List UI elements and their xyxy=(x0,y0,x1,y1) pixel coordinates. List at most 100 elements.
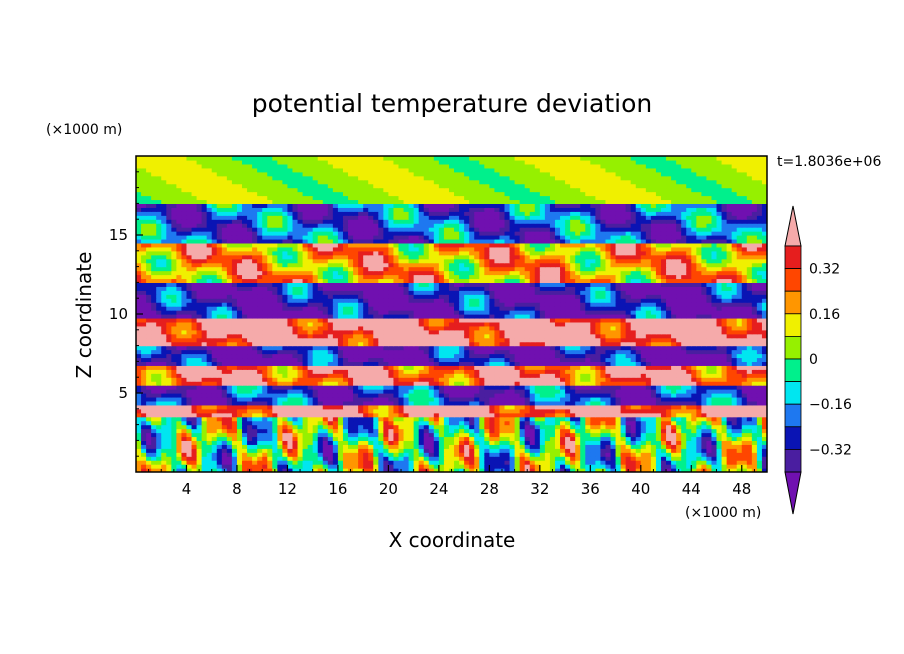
heatmap-cell xyxy=(741,424,748,430)
heatmap-cell xyxy=(595,396,602,402)
heatmap-cell xyxy=(686,416,692,422)
heatmap-cell xyxy=(454,428,460,434)
heatmap-cell xyxy=(393,357,400,362)
heatmap-cell xyxy=(600,345,607,351)
heatmap-cell xyxy=(327,432,334,438)
heatmap-cell xyxy=(368,389,374,394)
heatmap-cell xyxy=(433,464,440,469)
heatmap-cell xyxy=(353,464,359,469)
heatmap-cell xyxy=(756,381,763,386)
heatmap-cell xyxy=(206,468,213,472)
heatmap-cell xyxy=(529,325,536,331)
heatmap-cell xyxy=(560,385,566,390)
heatmap-cell xyxy=(691,349,697,355)
heatmap-cell xyxy=(494,468,501,472)
heatmap-cell xyxy=(201,460,208,465)
heatmap-cell xyxy=(575,357,581,362)
heatmap-cell xyxy=(751,377,758,382)
heatmap-cell xyxy=(736,424,743,430)
heatmap-cell xyxy=(342,381,349,386)
heatmap-cell xyxy=(236,377,243,382)
heatmap-cell xyxy=(226,381,233,386)
heatmap-cell xyxy=(514,436,521,441)
heatmap-cell xyxy=(403,393,410,398)
heatmap-cell xyxy=(231,400,238,406)
heatmap-cell xyxy=(454,321,460,327)
heatmap-cell xyxy=(640,314,647,319)
heatmap-cell xyxy=(171,420,177,426)
heatmap-cell xyxy=(201,424,208,430)
heatmap-cell xyxy=(242,365,248,370)
heatmap-cell xyxy=(211,314,218,319)
heatmap-cell xyxy=(605,428,612,434)
heatmap-cell xyxy=(151,420,157,426)
heatmap-cell xyxy=(615,325,622,331)
heatmap-cell xyxy=(590,460,596,465)
heatmap-cell xyxy=(726,400,733,406)
heatmap-cell xyxy=(751,381,758,386)
heatmap-cell xyxy=(736,317,743,323)
heatmap-cell xyxy=(696,428,702,434)
heatmap-cell xyxy=(257,381,263,386)
heatmap-cell xyxy=(625,412,632,418)
heatmap-cell xyxy=(701,357,708,362)
heatmap-cell xyxy=(746,325,753,331)
heatmap-cell xyxy=(534,460,541,465)
heatmap-cell xyxy=(615,448,622,453)
heatmap-cell xyxy=(282,333,289,339)
heatmap-cell xyxy=(398,389,405,394)
heatmap-cell xyxy=(302,412,309,418)
heatmap-cell xyxy=(560,468,566,472)
heatmap-cell xyxy=(312,337,319,343)
heatmap-cell xyxy=(201,440,208,445)
heatmap-cell xyxy=(221,369,228,374)
heatmap-cell xyxy=(403,404,410,410)
heatmap-cell xyxy=(610,424,617,430)
heatmap-cell xyxy=(257,440,263,445)
heatmap-cell xyxy=(292,416,299,422)
heatmap-cell xyxy=(524,369,531,374)
heatmap-cell xyxy=(317,385,324,390)
heatmap-cell xyxy=(681,365,687,370)
heatmap-cell xyxy=(383,325,389,331)
heatmap-cell xyxy=(342,396,349,402)
heatmap-cell xyxy=(620,396,627,402)
heatmap-cell xyxy=(565,456,571,461)
heatmap-cell xyxy=(524,436,531,441)
heatmap-cell xyxy=(191,408,198,414)
heatmap-cell xyxy=(141,314,147,319)
heatmap-cell xyxy=(570,389,576,394)
heatmap-cell xyxy=(630,404,637,410)
heatmap-cell xyxy=(570,381,576,386)
heatmap-cell xyxy=(156,345,162,351)
heatmap-cell xyxy=(231,420,238,426)
heatmap-cell xyxy=(731,377,738,382)
heatmap-cell xyxy=(544,329,551,335)
heatmap-cell xyxy=(474,428,480,434)
heatmap-cell xyxy=(176,468,183,472)
heatmap-cell xyxy=(625,396,632,402)
heatmap-cell xyxy=(312,317,319,323)
heatmap-cell xyxy=(660,416,667,422)
heatmap-cell xyxy=(196,416,203,422)
heatmap-cell xyxy=(524,452,531,457)
heatmap-cell xyxy=(524,345,531,351)
heatmap-cell xyxy=(378,420,384,426)
heatmap-cell xyxy=(373,428,379,434)
heatmap-cell xyxy=(454,393,460,398)
heatmap-cell xyxy=(666,373,672,378)
heatmap-cell xyxy=(358,321,364,327)
heatmap-cell xyxy=(499,404,506,410)
heatmap-cell xyxy=(600,420,607,426)
heatmap-cell xyxy=(332,377,339,382)
heatmap-cell xyxy=(161,365,167,370)
heatmap-cell xyxy=(332,464,339,469)
heatmap-cell xyxy=(600,460,607,465)
heatmap-cell xyxy=(726,389,733,394)
heatmap-cell xyxy=(524,448,531,453)
heatmap-cell xyxy=(166,361,172,366)
heatmap-cell xyxy=(701,314,708,319)
heatmap-cell xyxy=(393,321,400,327)
heatmap-cell xyxy=(383,321,389,327)
heatmap-cell xyxy=(317,468,324,472)
